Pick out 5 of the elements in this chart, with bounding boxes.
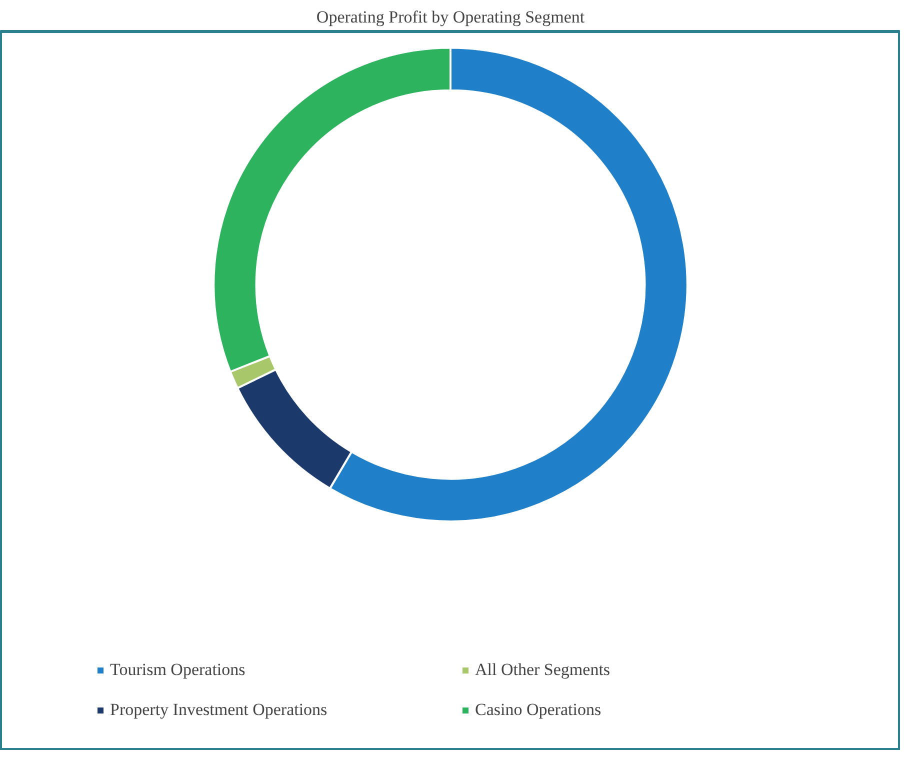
- chart-title: Operating Profit by Operating Segment: [316, 8, 585, 26]
- legend-label: All Other Segments: [475, 660, 612, 680]
- legend-label: Property Investment Operations: [110, 700, 328, 720]
- legend-label: Tourism Operations: [110, 660, 246, 680]
- legend-label: Casino Operations: [475, 700, 602, 720]
